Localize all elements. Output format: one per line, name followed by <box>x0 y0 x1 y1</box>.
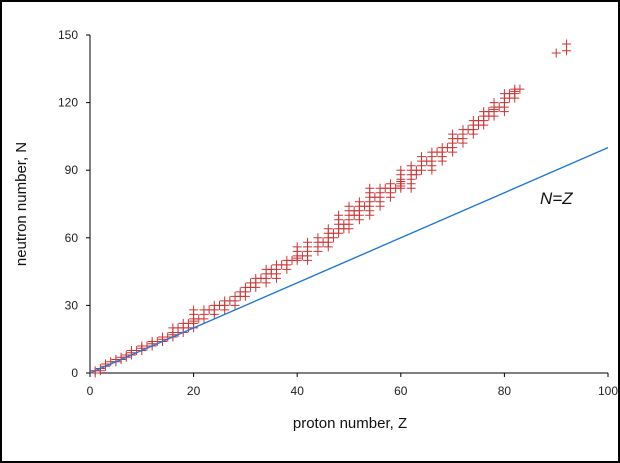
data-point <box>354 197 364 207</box>
data-point <box>323 224 333 234</box>
stable-nuclei-markers <box>90 39 572 378</box>
data-point <box>313 233 323 243</box>
data-point <box>562 39 572 49</box>
y-axis-label: neutron number, N <box>13 142 30 266</box>
y-tick-label: 0 <box>71 366 78 380</box>
y-tick-label: 30 <box>65 298 79 312</box>
x-tick-label: 60 <box>394 384 408 398</box>
y-tick-label: 150 <box>58 28 78 42</box>
data-point <box>406 161 416 171</box>
n-equals-z-line <box>89 147 609 374</box>
x-tick-label: 20 <box>187 384 201 398</box>
y-ticks: 0 30 60 90 120 150 <box>58 28 90 380</box>
data-point <box>489 98 499 108</box>
plot-area <box>89 39 609 378</box>
x-tick-label: 0 <box>87 384 94 398</box>
data-point <box>515 84 525 94</box>
data-point <box>365 183 375 193</box>
y-tick-label: 60 <box>65 231 79 245</box>
data-point <box>551 48 561 58</box>
data-point <box>344 201 354 211</box>
y-tick-label: 120 <box>58 96 78 110</box>
data-point <box>334 210 344 220</box>
x-axis-label: proton number, Z <box>293 415 407 432</box>
x-ticks: 0 20 40 60 80 100 <box>87 373 618 398</box>
data-point <box>303 237 313 247</box>
data-point <box>448 129 458 139</box>
data-point <box>189 305 199 315</box>
x-tick-label: 80 <box>498 384 512 398</box>
data-point <box>396 165 406 175</box>
axes <box>89 35 608 374</box>
data-point <box>417 152 427 162</box>
data-point <box>292 242 302 252</box>
n-equals-z-label: N=Z <box>540 189 573 208</box>
x-tick-label: 40 <box>291 384 305 398</box>
y-tick-label: 90 <box>65 163 79 177</box>
x-tick-label: 100 <box>598 384 618 398</box>
data-point <box>385 179 395 189</box>
